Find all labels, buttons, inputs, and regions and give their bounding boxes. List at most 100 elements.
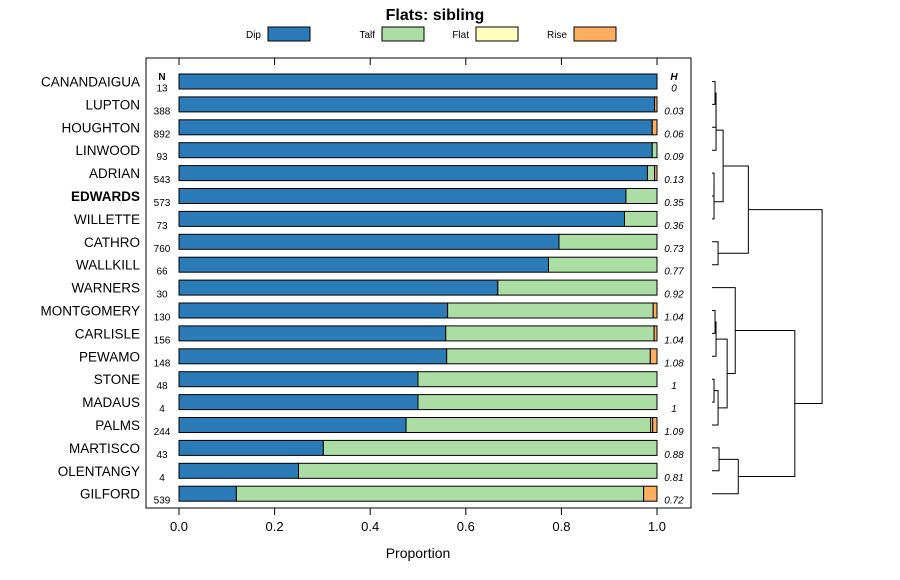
bar-segment-talf [651,142,658,159]
bar-row-willette: WILLETTE 73 0.36 [74,210,684,232]
bar-segment-dip [178,165,648,182]
category-label: MARTISCO [69,441,140,456]
bar-segment-rise [651,119,658,136]
legend-swatch-rise [573,26,617,42]
legend-label-talf: Talf [359,30,375,41]
n-column-header: N [158,72,165,83]
bar-segment-dip [178,348,448,365]
bar-segment-dip [178,394,419,411]
n-value: 48 [156,381,168,392]
h-value: 1.09 [664,427,684,438]
x-tick-label-4: 0.8 [552,519,570,534]
n-value: 573 [154,198,171,209]
bar-segment-talf [298,462,658,479]
dendrogram-branch [712,81,716,105]
bar-segment-rise [653,325,658,342]
h-value: 0.03 [664,106,684,117]
bar-segment-talf [547,256,658,273]
bar-row-cathro: CATHRO 760 0.73 [84,233,684,255]
bar-row-edwards: EDWARDS 573 0.35 [71,188,684,209]
chart-title: Flats: sibling [386,7,485,24]
category-label: CANANDAIGUA [41,75,140,90]
dendrogram-branch [712,241,719,266]
x-axis-title: Proportion [386,545,451,561]
n-value: 148 [154,358,171,369]
category-label: PEWAMO [79,349,140,364]
n-value: 13 [156,84,168,95]
bar-segment-talf [646,165,656,182]
n-value: 30 [156,290,168,301]
dendrogram [712,81,823,495]
dendrogram-branch [712,458,739,495]
n-value: 388 [154,106,171,117]
bar-segment-rise [649,348,658,365]
dendrogram-branch [712,110,717,151]
bar-segment-dip [178,325,447,342]
h-value: 0.88 [664,450,684,461]
dendrogram-branch [714,129,724,203]
bar-segment-rise [654,96,658,113]
h-value: 0.72 [664,496,684,507]
bar-segment-talf [235,485,645,502]
dendrogram-branch [748,209,823,405]
category-label: EDWARDS [71,189,140,204]
n-value: 543 [154,175,171,186]
bar-row-wallkill: WALLKILL 66 0.77 [76,256,684,278]
legend-label-flat: Flat [452,30,469,41]
bar-segment-talf [625,188,658,204]
category-label: CATHRO [84,235,140,250]
bar-segment-dip [178,188,627,204]
bar-segment-talf [445,325,655,342]
bar-segment-dip [178,439,324,456]
bar-segment-rise [652,302,658,319]
h-value: 1 [671,404,677,415]
bar-segment-dip [178,96,656,113]
x-tick-label-1: 0.2 [266,519,284,534]
category-label: STONE [94,372,140,387]
h-value: 0.81 [664,473,683,484]
bar-row-lupton: LUPTON 388 0.03 [85,96,684,117]
bar-row-montgomery: MONTGOMERY 130 1.04 [40,302,684,324]
bar-row-adrian: ADRIAN 543 0.13 [89,165,684,186]
category-label: LUPTON [85,97,140,112]
dendrogram-branch [712,184,715,220]
x-axis: 0.0 0.2 0.4 0.6 0.8 1.0 [170,58,666,534]
h-value: 0.73 [664,244,684,255]
dendrogram-branch [735,330,796,478]
dendrogram-branch [712,390,719,426]
n-value: 73 [156,221,168,232]
h-value: 0.06 [664,129,684,140]
bar-row-linwood: LINWOOD 93 0.09 [75,142,684,163]
n-value: 4 [159,404,165,415]
legend-swatch-flat [475,26,519,42]
category-label: MONTGOMERY [40,304,140,319]
dendrogram-branch [712,447,720,472]
legend-swatch-talf [381,26,425,42]
h-value: 1 [671,381,677,392]
bar-row-warners: WARNERS 30 0.92 [71,279,684,301]
bar-segment-dip [178,302,449,319]
h-value: 0.09 [664,152,684,163]
n-value: 4 [159,473,165,484]
bar-row-houghton: HOUGHTON 892 0.06 [61,119,684,140]
bar-segment-talf [405,417,652,433]
bar-row-olentangy: OLENTANGY 4 0.81 [58,462,684,484]
n-value: 539 [154,496,171,507]
bar-segment-talf [558,233,658,250]
n-value: 43 [156,450,168,461]
bar-row-pewamo: PEWAMO 148 1.08 [79,348,684,369]
bar-segment-talf [446,348,651,365]
n-value: 760 [154,244,171,255]
bar-segment-dip [178,462,299,479]
category-label: MADAUS [82,395,140,410]
category-label: GILFORD [80,487,140,502]
h-value: 1.04 [664,335,684,346]
bar-segment-dip [178,210,625,227]
x-tick-label-5: 1.0 [648,519,666,534]
dendrogram-branch [712,310,716,334]
category-label: PALMS [95,418,140,433]
h-value: 0 [671,84,677,95]
x-tick-label-3: 0.6 [457,519,475,534]
